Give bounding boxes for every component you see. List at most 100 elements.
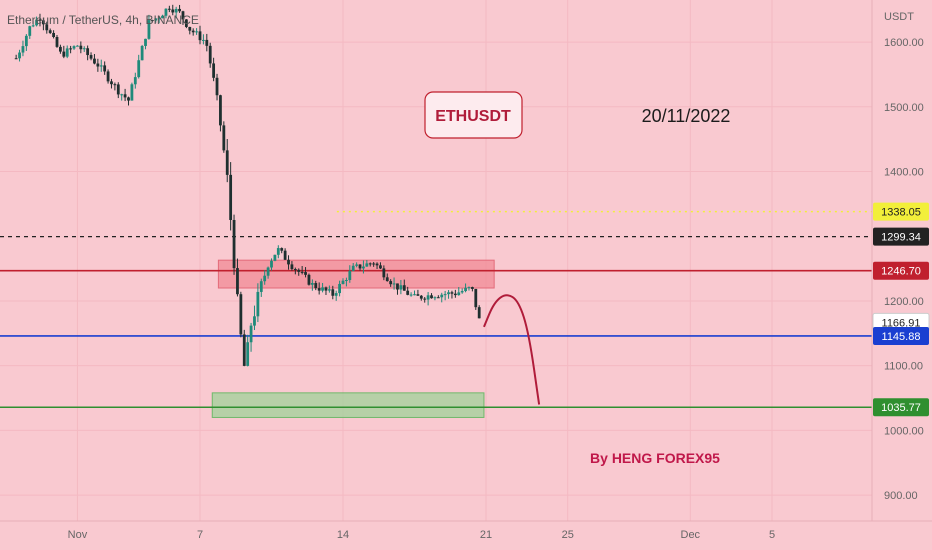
candle-body	[178, 8, 181, 12]
candle-body	[198, 31, 202, 41]
candle-body	[416, 294, 420, 296]
candle-body	[368, 263, 372, 265]
y-tick-label: 1600.00	[884, 37, 924, 49]
candle-body	[110, 81, 113, 85]
candle-body	[137, 60, 141, 78]
candle-body	[477, 307, 481, 319]
candle-body	[324, 287, 328, 291]
candle-body	[239, 294, 243, 335]
candle-body	[38, 19, 42, 21]
candle-body	[249, 325, 253, 343]
y-tick-label: 900.00	[884, 490, 918, 502]
y-axis-unit-label: USDT	[884, 11, 914, 23]
author-annotation: By HENG FOREX95	[590, 450, 720, 466]
candle-body	[202, 39, 205, 41]
candle-body	[208, 45, 212, 64]
candle-body	[181, 11, 185, 20]
price-badge-1246.70	[873, 261, 929, 280]
candlestick-series	[14, 4, 481, 367]
candle-body	[375, 263, 379, 266]
candle-body	[96, 63, 100, 67]
candle-body	[287, 259, 290, 265]
candle-body	[69, 48, 73, 50]
candle-body	[113, 84, 117, 86]
pair-badge-box	[424, 91, 523, 139]
candle-body	[14, 58, 18, 60]
candle-body	[48, 30, 52, 33]
candle-body	[86, 48, 90, 56]
candle-body	[127, 97, 130, 101]
pair-badge-text: ETHUSDT	[435, 108, 511, 125]
candle-body	[174, 8, 178, 13]
candle-body	[184, 19, 188, 27]
price-badge-text-1035.77: 1035.77	[881, 402, 921, 414]
candle-body	[246, 342, 250, 366]
candle-body	[157, 18, 161, 20]
candle-body	[331, 289, 335, 296]
candle-body	[89, 55, 93, 59]
candle-body	[225, 150, 229, 175]
candle-body	[35, 19, 38, 26]
candle-body	[382, 268, 386, 278]
candle-body	[341, 280, 345, 284]
candle-body	[232, 219, 236, 269]
candle-body	[413, 294, 416, 296]
candle-body	[59, 46, 62, 52]
candle-body	[55, 37, 59, 47]
candle-body	[147, 20, 151, 39]
candle-body	[358, 264, 362, 269]
candle-body	[259, 281, 263, 292]
price-badge-text-1338.05: 1338.05	[881, 207, 921, 219]
candle-body	[430, 295, 433, 299]
candle-body	[467, 287, 471, 289]
x-tick-label: Dec	[681, 529, 701, 541]
candle-body	[45, 24, 49, 31]
candle-body	[300, 271, 304, 273]
candle-body	[215, 77, 219, 96]
x-tick-label: 25	[562, 529, 574, 541]
price-badges: 1338.05 1299.34 1246.70 1166.91 1145.88 1035.…	[872, 202, 930, 417]
price-badge-text-1166.91: 1166.91	[882, 317, 921, 329]
candle-body	[140, 45, 144, 61]
candle-body	[116, 84, 120, 95]
candle-body	[440, 294, 444, 298]
price-badge-1299.34	[873, 227, 929, 246]
candle-body	[212, 63, 216, 78]
price-badge-text-1299.34: 1299.34	[881, 232, 921, 244]
level-layer	[0, 210, 872, 409]
candle-body	[334, 293, 338, 296]
candle-body	[399, 285, 403, 290]
candle-body	[453, 293, 457, 296]
candle-body	[321, 287, 324, 291]
y-tick-label: 1200.00	[884, 296, 924, 308]
candle-body	[457, 292, 461, 296]
candle-body	[120, 94, 124, 96]
y-tick-label: 1400.00	[884, 167, 924, 179]
price-badge-1145.88	[873, 326, 929, 345]
candle-body	[24, 35, 28, 47]
projection-curve	[483, 294, 541, 405]
candle-body	[419, 295, 423, 299]
candle-body	[392, 283, 396, 285]
candle-body	[402, 285, 406, 291]
candle-body	[154, 18, 158, 21]
y-tick-label: 1500.00	[884, 102, 924, 114]
candle-body	[270, 260, 273, 268]
candle-body	[351, 265, 355, 271]
x-tick-label: 14	[337, 529, 349, 541]
candle-body	[103, 65, 107, 72]
candle-body	[406, 290, 410, 295]
candle-body	[144, 38, 147, 46]
candle-body	[205, 39, 209, 46]
candle-body	[21, 46, 25, 53]
x-tick-label: Nov	[68, 529, 88, 541]
candle-body	[82, 48, 86, 50]
candle-body	[188, 26, 192, 31]
candle-body	[133, 77, 137, 85]
x-tick-label: 21	[480, 529, 492, 541]
x-tick-label: 5	[769, 529, 775, 541]
candle-body	[426, 295, 430, 300]
candle-body	[195, 31, 198, 33]
y-tick-label: 1100.00	[884, 361, 923, 373]
candle-body	[171, 9, 175, 13]
